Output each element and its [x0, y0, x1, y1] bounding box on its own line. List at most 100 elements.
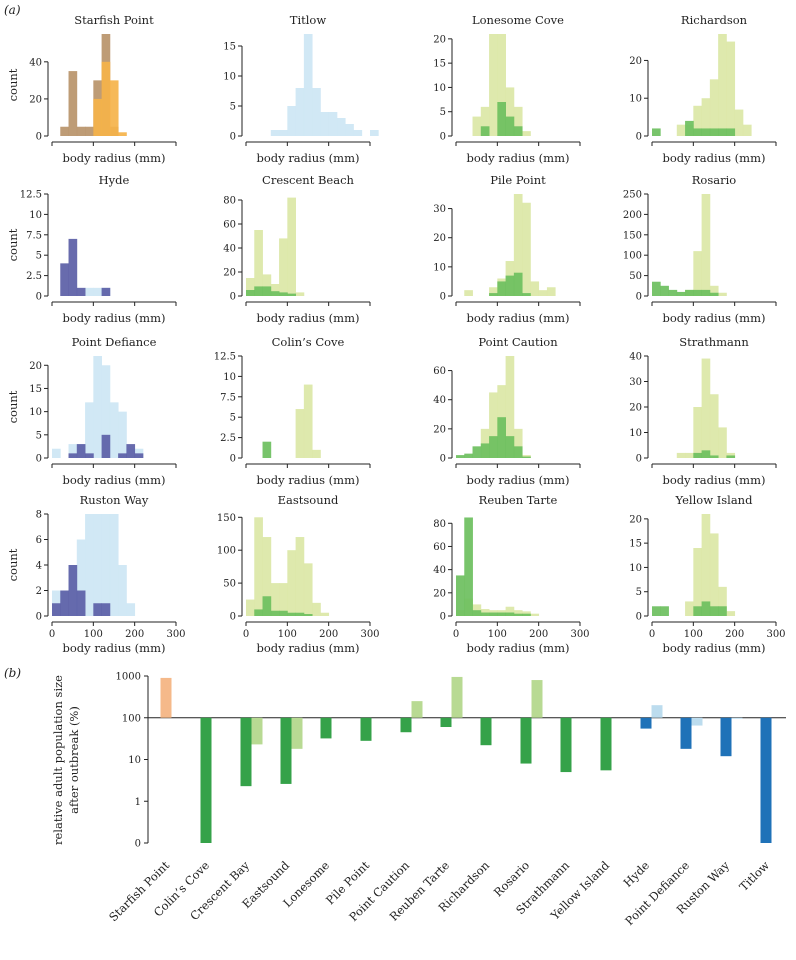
histogram-bar — [718, 606, 727, 616]
bar — [400, 717, 412, 733]
histogram-bar — [118, 132, 127, 136]
histogram-bar — [530, 281, 540, 296]
histogram-bar — [497, 417, 506, 458]
histogram-bar — [693, 548, 702, 616]
y-tick-label: 20 — [433, 588, 446, 599]
histogram-bar — [345, 124, 354, 136]
y-tick-label: 5 — [440, 107, 446, 118]
histogram-bar — [472, 116, 482, 136]
y-tick-label: 40 — [223, 244, 236, 255]
histogram-bar — [709, 285, 719, 296]
x-tick-label: 0 — [453, 629, 459, 640]
histogram-title: Point Defiance — [72, 335, 157, 349]
bar — [360, 717, 372, 741]
histogram-bar — [546, 287, 556, 296]
y-tick-label: 250 — [623, 190, 642, 201]
y-tick-label: 20 — [29, 361, 42, 372]
histogram-bar — [489, 34, 498, 136]
y-tick-label: 7.5 — [220, 392, 236, 403]
histogram-bar — [522, 456, 531, 458]
histogram-bar — [254, 609, 263, 616]
histogram-bar — [270, 291, 280, 296]
bar — [291, 717, 303, 749]
histogram-bar — [279, 610, 288, 616]
panel-b-label: (b) — [4, 666, 21, 680]
histogram-bar — [701, 98, 711, 136]
y-axis-label-line2: after outbreak (%) — [67, 706, 81, 814]
y-tick-label: 60 — [433, 366, 446, 377]
histogram-bar — [676, 124, 686, 136]
bar — [720, 717, 732, 757]
y-tick-label: 10 — [29, 407, 42, 418]
histogram-bar — [726, 455, 736, 458]
y-axis-label: count — [6, 390, 20, 423]
histogram-bar — [262, 596, 272, 616]
y-tick-label: 1000 — [116, 672, 141, 683]
histogram-bar — [312, 449, 321, 458]
y-tick-label: 10 — [128, 755, 141, 766]
histogram-bar — [522, 293, 531, 296]
bar — [680, 717, 692, 749]
bar — [451, 676, 463, 718]
y-tick-label: 20 — [29, 94, 42, 105]
histogram-bar — [652, 128, 661, 136]
y-tick-label: 0 — [230, 454, 236, 465]
y-tick-label: 2.5 — [220, 433, 236, 444]
histogram-bar — [456, 575, 465, 616]
y-tick-label: 40 — [29, 57, 42, 68]
histogram-bar — [464, 453, 473, 458]
histogram-bar — [693, 251, 702, 296]
histogram-bar — [489, 293, 498, 296]
y-tick-label: 12.5 — [214, 352, 236, 363]
bar — [160, 677, 172, 718]
histogram-bar — [676, 291, 686, 296]
histogram-bar — [101, 287, 111, 296]
histogram-bar — [303, 563, 313, 616]
y-tick-label: 60 — [223, 220, 236, 231]
y-tick-label: 10 — [629, 563, 642, 574]
histogram-bar — [93, 98, 102, 136]
histogram-bar — [312, 602, 321, 616]
histogram-bar — [489, 612, 498, 616]
histogram-bar — [522, 613, 531, 616]
x-tick-label: 100 — [278, 629, 297, 640]
histogram-bar — [118, 565, 127, 616]
y-tick-label: 10 — [629, 428, 642, 439]
y-tick-label: 15 — [223, 42, 236, 53]
histogram-bar — [320, 112, 330, 136]
histogram-bar — [52, 448, 61, 458]
histogram-bar — [726, 41, 736, 137]
y-tick-label: 0 — [36, 132, 42, 143]
y-tick-label: 2 — [36, 586, 42, 597]
histogram-bar — [60, 590, 69, 616]
y-tick-label: 7.5 — [26, 230, 42, 241]
histogram-bar — [76, 126, 86, 136]
histogram-bar — [693, 128, 702, 136]
x-axis-label: body radius (mm) — [467, 473, 570, 487]
histogram-bar — [709, 606, 719, 616]
histogram-bar — [709, 533, 719, 616]
x-axis-label: body radius (mm) — [63, 473, 166, 487]
histogram-bar — [134, 453, 144, 458]
y-tick-label: 80 — [433, 519, 446, 530]
bar — [280, 717, 292, 784]
histogram-bar — [701, 194, 711, 296]
y-tick-label: 0 — [230, 612, 236, 623]
histogram-bar — [295, 537, 305, 616]
x-tick-label: 200 — [725, 629, 744, 640]
y-tick-label: 5 — [36, 251, 42, 262]
x-axis-label: body radius (mm) — [467, 151, 570, 165]
bar — [531, 680, 543, 718]
histogram-bar — [126, 444, 136, 458]
y-tick-label: 150 — [217, 513, 236, 524]
histogram-bar — [701, 289, 711, 296]
y-tick-label: 50 — [629, 271, 642, 282]
y-axis-label: count — [6, 548, 20, 581]
histogram-bar — [312, 88, 321, 136]
category-label: Hyde — [621, 858, 653, 890]
histogram-bar — [60, 126, 69, 136]
bar — [731, 717, 743, 719]
histogram-bar — [693, 105, 702, 136]
y-tick-label: 20 — [629, 403, 642, 414]
